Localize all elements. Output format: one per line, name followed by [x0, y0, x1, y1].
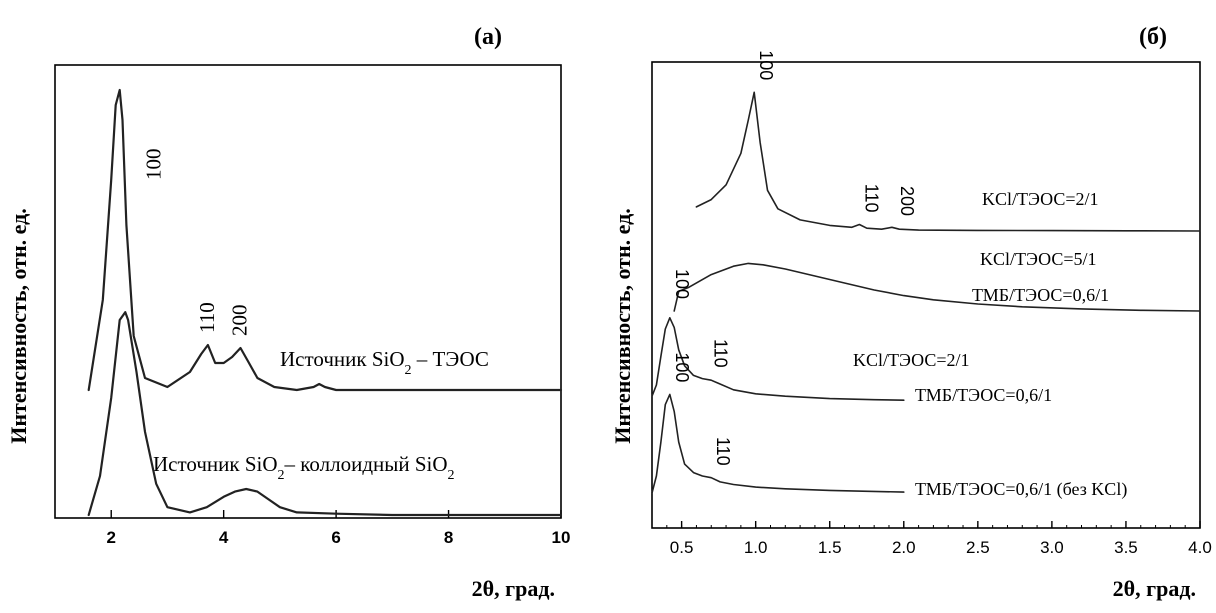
- panel-a: (a) Интенсивность, отн. ед. 2 4 6 8 10 100 11…: [6, 24, 570, 601]
- peak-label: 110: [861, 184, 881, 213]
- peak-label: 110: [713, 437, 733, 466]
- series-line-1: [87, 88, 563, 392]
- panel-b-series-2-label-line1: KCl/ТЭОС=5/1: [980, 249, 1096, 269]
- panel-a-peak-labels: 100 110 200: [142, 149, 252, 337]
- series-line-2: [673, 262, 1201, 312]
- panel-b-xlabel: 2θ, град.: [1113, 576, 1196, 601]
- x-tick-label: 1.0: [744, 538, 768, 557]
- x-tick-label: 2.5: [966, 538, 990, 557]
- series-line-4: [651, 393, 905, 494]
- x-tick-label: 4: [219, 528, 229, 547]
- x-tick-label: 2.0: [892, 538, 916, 557]
- panel-b-ylabel: Интенсивность, отн. ед.: [610, 208, 635, 444]
- x-tick-label: 3.5: [1114, 538, 1138, 557]
- peak-label: 200: [228, 305, 252, 337]
- peak-label: 100: [756, 50, 776, 80]
- x-tick-label: 2: [106, 528, 115, 547]
- peak-label: 100: [672, 352, 692, 382]
- panel-a-label: (a): [474, 24, 502, 50]
- panel-a-ylabel: Интенсивность, отн. ед.: [6, 208, 31, 444]
- x-tick-label: 3.0: [1040, 538, 1064, 557]
- panel-b-series-1-label: KCl/ТЭОС=2/1: [982, 189, 1098, 209]
- panel-a-tick-labels: 2 4 6 8 10: [106, 528, 570, 547]
- peak-label: 110: [195, 302, 219, 333]
- panel-b-label: (б): [1139, 24, 1167, 50]
- peak-label: 100: [672, 269, 692, 299]
- panel-a-xlabel: 2θ, град.: [472, 576, 555, 601]
- x-tick-label: 4.0: [1188, 538, 1212, 557]
- series-line-3: [651, 317, 905, 401]
- x-tick-label: 8: [444, 528, 453, 547]
- panel-b: (б) Интенсивность, отн. ед. 0.5 1.0 1.5 2.0…: [610, 24, 1212, 601]
- panel-a-plot-frame: [54, 64, 562, 519]
- panel-a-series: [87, 88, 563, 517]
- panel-b-ticks: [651, 521, 1201, 528]
- panel-b-series-3-label-line2: ТМБ/ТЭОС=0,6/1: [915, 385, 1052, 405]
- x-tick-label: 6: [331, 528, 340, 547]
- panel-b-plot-frame: [651, 61, 1201, 529]
- x-tick-label: 1.5: [818, 538, 842, 557]
- panel-b-series-4-label: ТМБ/ТЭОС=0,6/1 (без KCl): [915, 479, 1127, 500]
- panel-b-series-2-label-line2: ТМБ/ТЭОС=0,6/1: [972, 285, 1109, 305]
- x-tick-label: 0.5: [670, 538, 694, 557]
- peak-label: 200: [897, 186, 917, 216]
- peak-label: 100: [142, 149, 166, 181]
- panel-a-series-1-label: Источник SiO2 – ТЭОС: [280, 347, 489, 378]
- x-tick-label: 10: [552, 528, 571, 547]
- panel-b-peak-labels: 100 110 200 100 110 100 110: [672, 50, 917, 465]
- panel-b-series: [651, 91, 1201, 494]
- series-line-1: [695, 91, 1201, 232]
- series-line-2: [87, 311, 563, 517]
- peak-label: 110: [710, 339, 730, 368]
- panel-b-tick-labels: 0.5 1.0 1.5 2.0 2.5 3.0 3.5 4.0: [670, 538, 1212, 557]
- panel-b-series-3-label-line1: KCl/ТЭОС=2/1: [853, 350, 969, 370]
- panel-a-series-2-label: Источник SiO2– коллоидный SiO2: [153, 452, 455, 483]
